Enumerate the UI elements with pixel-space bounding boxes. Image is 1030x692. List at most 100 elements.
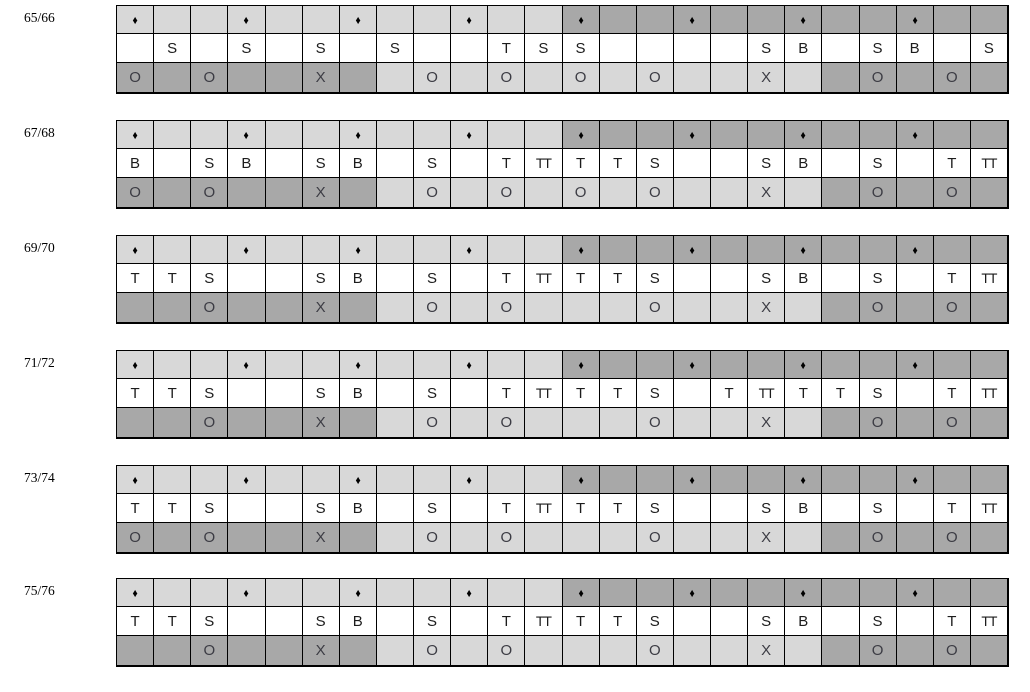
stitch-cell: S: [154, 34, 192, 63]
pattern-grid: ♦ ♦ ♦ ♦ ♦ ♦ ♦ ♦ B S B S B S T TT T T S S B S T TT O O X O O O O X O O: [116, 120, 1009, 209]
diamond-cell: [525, 351, 563, 379]
diamond-cell: [970, 466, 1008, 494]
diamond-cell: ♦: [896, 466, 934, 494]
stitch-cell: [673, 494, 711, 523]
mark-cell: [265, 293, 303, 323]
stitch-cell: T: [599, 379, 637, 408]
diamond-cell: [599, 6, 637, 34]
diamond-cell: ♦: [673, 351, 711, 379]
diamond-cell: [265, 466, 303, 494]
mark-cell: O: [636, 408, 674, 438]
mark-cell: O: [488, 178, 526, 208]
stitch-cell: T: [488, 149, 526, 178]
diamond-cell: [154, 351, 192, 379]
diamond-icon: ♦: [912, 585, 918, 600]
diamond-cell: [933, 466, 971, 494]
stitch-cell: TT: [525, 607, 563, 636]
stitch-cell: [673, 607, 711, 636]
diamond-cell: [711, 466, 749, 494]
mark-cell: [673, 408, 711, 438]
mark-cell: [376, 293, 414, 323]
pattern-grid: ♦ ♦ ♦ ♦ ♦ ♦ ♦ ♦ T T S S B S T TT T T S T TT T T S T TT O X O O O X O O: [116, 350, 1009, 439]
diamond-cell: [376, 121, 414, 149]
stitch-cell: T: [488, 494, 526, 523]
mark-cell: [822, 63, 860, 93]
stitch-cell: [154, 149, 192, 178]
diamond-cell: ♦: [673, 6, 711, 34]
stitch-cell: [339, 34, 377, 63]
mark-cell: [265, 178, 303, 208]
stitch-cell: S: [636, 494, 674, 523]
diamond-icon: ♦: [466, 357, 472, 372]
diamond-icon: ♦: [243, 472, 250, 487]
diamond-cell: [748, 351, 786, 379]
mark-cell: O: [488, 408, 526, 438]
diamond-cell: ♦: [339, 121, 377, 149]
stitch-cell: B: [896, 34, 934, 63]
stitch-cell: S: [191, 494, 229, 523]
mark-cell: [711, 293, 749, 323]
diamond-cell: ♦: [785, 466, 823, 494]
mark-cell: [228, 63, 266, 93]
mark-cell: [822, 178, 860, 208]
diamond-cell: [933, 351, 971, 379]
mark-cell: O: [859, 178, 897, 208]
diamond-icon: ♦: [466, 472, 472, 487]
stitch-cell: TT: [970, 264, 1008, 293]
diamond-cell: [933, 121, 971, 149]
mark-cell: X: [302, 636, 340, 666]
diamond-cell: [599, 351, 637, 379]
stitch-cell: [117, 34, 155, 63]
diamond-cell: ♦: [785, 236, 823, 264]
mark-cell: [451, 293, 489, 323]
diamond-cell: [191, 121, 229, 149]
diamond-cell: [265, 236, 303, 264]
row-label: 67/68: [24, 125, 55, 140]
diamond-icon: ♦: [800, 585, 806, 600]
stitch-cell: T: [599, 149, 637, 178]
diamond-cell: [265, 121, 303, 149]
mark-cell: [525, 63, 563, 93]
diamond-cell: [748, 6, 786, 34]
mark-cell: [673, 293, 711, 323]
diamond-cell: [525, 6, 563, 34]
stitch-cell: B: [228, 149, 266, 178]
diamond-cell: [488, 466, 526, 494]
mark-cell: O: [191, 636, 229, 666]
pattern-block-67-68: 67/68 ♦ ♦ ♦ ♦ ♦ ♦ ♦ ♦ B S B S B S T TT T T S S B S T TT O O X O O O O X O…: [0, 120, 1030, 209]
stitch-cell: [451, 149, 489, 178]
stitch-cell: [451, 34, 489, 63]
stitch-cell: [711, 264, 749, 293]
diamond-icon: ♦: [355, 12, 361, 27]
mark-cell: [117, 636, 155, 666]
stitch-cell: S: [859, 264, 897, 293]
mark-cell: [822, 293, 860, 323]
mark-cell: [117, 408, 155, 438]
mark-cell: X: [748, 178, 786, 208]
mark-cell: [711, 408, 749, 438]
stitch-cell: [711, 149, 749, 178]
stitch-cell: [896, 607, 934, 636]
diamond-cell: [302, 121, 340, 149]
stitch-cell: TT: [970, 494, 1008, 523]
mark-cell: [785, 178, 823, 208]
pattern-block-65-66: 65/66 ♦ ♦ ♦ ♦ ♦ ♦ ♦ ♦ S S S S T S S S B S B S O O X O O O O X O O: [0, 5, 1030, 94]
mark-cell: [673, 63, 711, 93]
mark-cell: [896, 293, 934, 323]
stitch-cell: S: [376, 34, 414, 63]
stitch-cell: B: [785, 34, 823, 63]
mark-cell: [228, 178, 266, 208]
diamond-cell: [748, 466, 786, 494]
stitch-cell: [896, 264, 934, 293]
pattern-block-75-76: 75/76 ♦ ♦ ♦ ♦ ♦ ♦ ♦ ♦ T T S S B S T TT T T S S B S T TT O X O O O X O O: [0, 578, 1030, 667]
diamond-icon: ♦: [355, 357, 361, 372]
diamond-cell: [414, 236, 452, 264]
diamond-cell: [376, 351, 414, 379]
diamond-cell: [265, 351, 303, 379]
mark-cell: [265, 636, 303, 666]
mark-cell: [599, 636, 637, 666]
mark-cell: [154, 293, 192, 323]
stitch-cell: B: [785, 264, 823, 293]
diamond-cell: [748, 236, 786, 264]
diamond-cell: [302, 236, 340, 264]
